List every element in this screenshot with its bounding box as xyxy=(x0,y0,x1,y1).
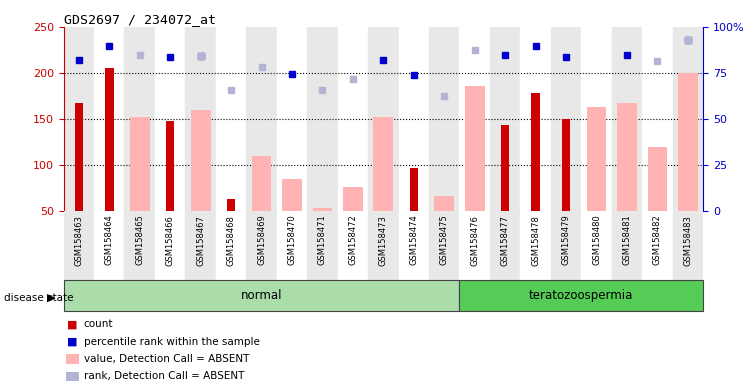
Bar xyxy=(429,27,459,211)
Bar xyxy=(672,27,703,211)
Bar xyxy=(562,119,570,211)
Text: GSM158482: GSM158482 xyxy=(653,215,662,265)
Bar xyxy=(155,211,186,280)
Bar xyxy=(586,107,607,211)
Text: GSM158479: GSM158479 xyxy=(562,215,571,265)
Bar xyxy=(94,27,124,211)
Bar xyxy=(612,27,643,211)
Bar xyxy=(429,211,459,280)
Bar xyxy=(672,211,703,280)
Bar xyxy=(459,211,490,280)
Text: disease state: disease state xyxy=(4,293,73,303)
Text: percentile rank within the sample: percentile rank within the sample xyxy=(84,337,260,347)
Bar xyxy=(490,211,521,280)
Bar xyxy=(531,93,540,211)
Bar xyxy=(399,211,429,280)
Text: GSM158481: GSM158481 xyxy=(622,215,631,265)
Text: GSM158465: GSM158465 xyxy=(135,215,144,265)
Text: rank, Detection Call = ABSENT: rank, Detection Call = ABSENT xyxy=(84,371,244,381)
Bar xyxy=(459,27,490,211)
Bar xyxy=(282,179,302,211)
Bar xyxy=(277,27,307,211)
Bar xyxy=(64,27,94,211)
Bar xyxy=(216,211,246,280)
Text: ■: ■ xyxy=(67,337,78,347)
Text: GSM158477: GSM158477 xyxy=(500,215,509,265)
Bar xyxy=(186,27,216,211)
Text: GSM158466: GSM158466 xyxy=(165,215,175,265)
Bar xyxy=(465,86,485,211)
Text: GSM158470: GSM158470 xyxy=(287,215,296,265)
Bar xyxy=(648,147,667,211)
Text: GSM158468: GSM158468 xyxy=(227,215,236,265)
Text: ■: ■ xyxy=(67,319,78,329)
Text: GSM158473: GSM158473 xyxy=(378,215,388,265)
Text: normal: normal xyxy=(241,289,282,302)
Text: GSM158480: GSM158480 xyxy=(592,215,601,265)
Text: count: count xyxy=(84,319,113,329)
Bar xyxy=(124,211,155,280)
Text: GSM158464: GSM158464 xyxy=(105,215,114,265)
Bar xyxy=(216,27,246,211)
Text: GSM158475: GSM158475 xyxy=(440,215,449,265)
Bar xyxy=(337,211,368,280)
Bar xyxy=(643,211,672,280)
Bar xyxy=(490,27,521,211)
Bar xyxy=(246,27,277,211)
Text: GSM158463: GSM158463 xyxy=(74,215,83,265)
Bar xyxy=(612,211,643,280)
Bar xyxy=(166,121,174,211)
Bar xyxy=(307,211,337,280)
Bar xyxy=(105,68,114,211)
Text: value, Detection Call = ABSENT: value, Detection Call = ABSENT xyxy=(84,354,249,364)
Bar xyxy=(227,199,236,211)
Bar xyxy=(368,27,399,211)
Text: GSM158478: GSM158478 xyxy=(531,215,540,265)
Text: GSM158474: GSM158474 xyxy=(409,215,418,265)
Bar xyxy=(581,27,612,211)
Bar xyxy=(643,27,672,211)
Bar xyxy=(678,73,698,211)
Bar xyxy=(435,195,454,211)
Text: GSM158467: GSM158467 xyxy=(196,215,205,265)
Bar xyxy=(130,117,150,211)
Bar xyxy=(373,117,393,211)
Bar xyxy=(551,27,581,211)
Text: GSM158471: GSM158471 xyxy=(318,215,327,265)
Bar xyxy=(343,187,363,211)
Text: ▶: ▶ xyxy=(47,293,55,303)
Bar xyxy=(277,211,307,280)
Bar xyxy=(246,211,277,280)
Bar xyxy=(337,27,368,211)
Bar xyxy=(191,110,210,211)
Bar xyxy=(521,27,551,211)
Bar xyxy=(94,211,124,280)
Bar xyxy=(75,103,83,211)
Bar xyxy=(521,211,551,280)
Bar xyxy=(64,280,459,311)
Bar xyxy=(313,209,332,211)
Text: GSM158472: GSM158472 xyxy=(349,215,358,265)
Bar xyxy=(459,280,703,311)
Text: GSM158483: GSM158483 xyxy=(684,215,693,265)
Text: GDS2697 / 234072_at: GDS2697 / 234072_at xyxy=(64,13,215,26)
Bar xyxy=(155,27,186,211)
Bar xyxy=(617,103,637,211)
Bar xyxy=(368,211,399,280)
Text: teratozoospermia: teratozoospermia xyxy=(529,289,634,302)
Bar xyxy=(501,126,509,211)
Bar xyxy=(251,156,272,211)
Bar xyxy=(551,211,581,280)
Bar xyxy=(410,168,418,211)
Bar xyxy=(307,27,337,211)
Bar xyxy=(64,211,94,280)
Bar xyxy=(186,211,216,280)
Bar xyxy=(581,211,612,280)
Text: GSM158469: GSM158469 xyxy=(257,215,266,265)
Bar xyxy=(399,27,429,211)
Text: GSM158476: GSM158476 xyxy=(470,215,479,265)
Bar xyxy=(124,27,155,211)
